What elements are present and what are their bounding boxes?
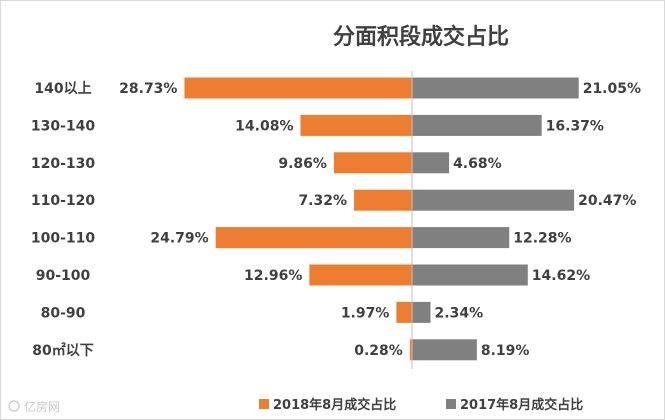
category-label: 90-100 xyxy=(36,268,91,284)
bar-2017 xyxy=(412,301,431,323)
bar-2018 xyxy=(215,227,412,249)
data-label-2018: 7.32% xyxy=(298,193,347,209)
category-label: 110-120 xyxy=(31,193,96,209)
data-label-2017: 14.62% xyxy=(532,268,590,284)
bar-2018 xyxy=(184,77,412,99)
data-label-2017: 20.47% xyxy=(578,193,636,209)
data-label-2017: 8.19% xyxy=(481,343,530,359)
bar-2017 xyxy=(412,227,510,249)
bar-2018 xyxy=(396,301,412,323)
bar-2018 xyxy=(354,189,412,211)
category-label: 140以上 xyxy=(34,81,91,97)
bar-2017 xyxy=(412,114,542,136)
data-label-2017: 2.34% xyxy=(435,305,484,321)
data-label-2017: 4.68% xyxy=(453,156,502,172)
bar-2018 xyxy=(300,114,412,136)
category-label: 80㎡以下 xyxy=(32,342,93,359)
watermark-text: 亿房网 xyxy=(24,399,60,414)
data-label-2018: 14.08% xyxy=(235,118,293,134)
legend-label-2017: 2017年8月成交占比 xyxy=(460,397,583,413)
chart-title: 分面积段成交占比 xyxy=(333,24,509,50)
watermark-logo-icon xyxy=(8,400,20,412)
bar-2018 xyxy=(409,339,412,361)
bar-2017 xyxy=(412,152,450,174)
labels-layer: 140以上 28.73% 21.05% 130-140 14.08% 16.37% 120-… xyxy=(31,81,641,359)
legend: 2018年8月成交占比 2017年8月成交占比 xyxy=(259,397,583,413)
bars-layer xyxy=(184,77,579,361)
category-label: 120-130 xyxy=(31,156,96,172)
category-label: 80-90 xyxy=(41,305,86,321)
legend-swatch-2018 xyxy=(259,399,269,409)
bar-2018 xyxy=(333,152,412,174)
data-label-2018: 24.79% xyxy=(150,231,208,247)
legend-swatch-2017 xyxy=(446,399,456,409)
data-label-2018: 9.86% xyxy=(278,156,327,172)
data-label-2018: 28.73% xyxy=(119,81,177,97)
data-label-2018: 0.28% xyxy=(354,343,403,359)
data-label-2018: 1.97% xyxy=(341,305,390,321)
data-label-2018: 12.96% xyxy=(244,268,302,284)
data-label-2017: 16.37% xyxy=(546,118,604,134)
data-label-2017: 21.05% xyxy=(583,81,641,97)
bar-2017 xyxy=(412,264,528,286)
legend-label-2018: 2018年8月成交占比 xyxy=(273,397,396,413)
watermark: 亿房网 xyxy=(8,399,60,414)
category-label: 100-110 xyxy=(31,231,96,247)
category-label: 130-140 xyxy=(31,118,96,134)
bar-2017 xyxy=(412,339,477,361)
bar-2018 xyxy=(309,264,412,286)
data-label-2017: 12.28% xyxy=(513,231,571,247)
bar-2017 xyxy=(412,189,575,211)
bar-2017 xyxy=(412,77,579,99)
